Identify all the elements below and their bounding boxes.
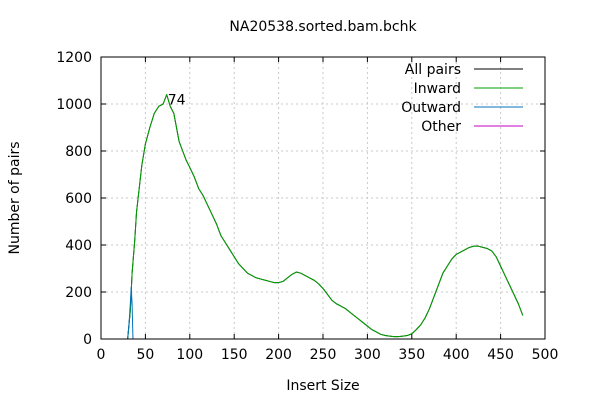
y-tick-label: 200 <box>65 285 92 301</box>
y-tick-label: 400 <box>65 238 92 254</box>
series-line-outward <box>127 286 134 340</box>
annotation-layer: 74 <box>168 93 186 109</box>
x-tick-label: 350 <box>398 347 425 363</box>
x-tick-label: 150 <box>221 347 248 363</box>
legend-label: Inward <box>414 81 461 97</box>
tick-layer: 0 50 100 150 200 250 300 350 400 450 500 0 200 400 600… <box>56 50 558 363</box>
x-tick-label: 100 <box>176 347 203 363</box>
x-tick-label: 250 <box>310 347 337 363</box>
legend-label: Outward <box>401 100 461 116</box>
y-tick-label: 600 <box>65 191 92 207</box>
x-tick-label: 200 <box>265 347 292 363</box>
series-line-inward <box>127 94 524 340</box>
y-tick-label: 1200 <box>56 50 92 66</box>
series-line-all-pairs <box>127 94 524 340</box>
y-tick-label: 800 <box>65 144 92 160</box>
legend-label: Other <box>421 119 461 135</box>
legend-label: All pairs <box>405 62 461 78</box>
chart-title: NA20538.sorted.bam.bchk <box>229 19 417 35</box>
x-tick-label: 450 <box>487 347 514 363</box>
y-tick-label: 1000 <box>56 97 92 113</box>
x-tick-label: 0 <box>97 347 106 363</box>
legend: All pairs Inward Outward Other <box>401 62 523 135</box>
x-tick-label: 50 <box>136 347 154 363</box>
grid-layer <box>101 57 545 339</box>
y-tick-label: 0 <box>83 332 92 348</box>
x-tick-label: 500 <box>532 347 559 363</box>
x-axis-label: Insert Size <box>286 378 359 394</box>
series-layer <box>127 94 524 340</box>
x-tick-label: 300 <box>354 347 381 363</box>
y-axis-label: Number of pairs <box>7 141 23 254</box>
peak-annotation: 74 <box>168 93 186 109</box>
x-tick-label: 400 <box>443 347 470 363</box>
